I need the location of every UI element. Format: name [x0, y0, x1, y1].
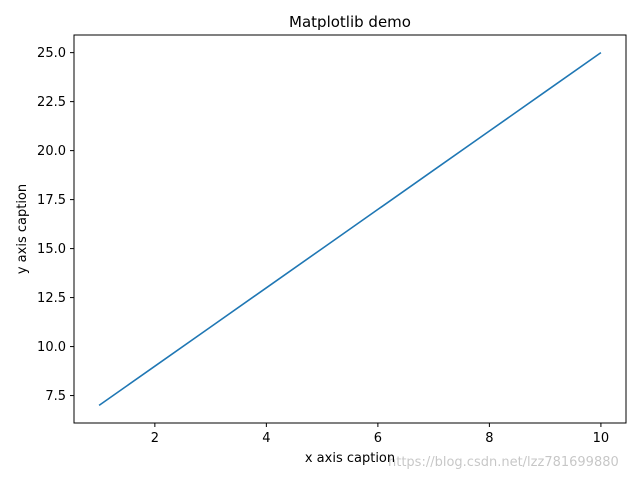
y-tick-label: 25.0 — [37, 46, 66, 61]
plot-area — [73, 34, 627, 424]
x-axis-ticks: 2 4 6 8 10 — [151, 423, 609, 446]
y-tick-label: 12.5 — [37, 291, 66, 306]
series-layer — [98, 51, 602, 407]
y-tick-label: 15.0 — [37, 242, 66, 257]
y-tick-label: 22.5 — [37, 95, 66, 110]
x-tick-label: 2 — [151, 431, 159, 446]
y-tick-label: 7.5 — [45, 389, 66, 404]
y-axis-label: y axis caption — [15, 184, 30, 274]
series-line — [98, 51, 602, 407]
watermark-text: https://blog.csdn.net/lzz781699880 — [388, 455, 619, 470]
y-tick-label: 17.5 — [37, 193, 66, 208]
y-axis-ticks: 7.5 10.0 12.5 15.0 17.5 20.0 22.5 25.0 — [37, 46, 74, 404]
y-tick-label: 20.0 — [37, 144, 66, 159]
y-tick-label: 10.0 — [37, 340, 66, 355]
chart-title: Matplotlib demo — [289, 13, 411, 31]
x-tick-label: 6 — [374, 431, 382, 446]
x-tick-label: 10 — [593, 431, 610, 446]
x-tick-label: 4 — [262, 431, 270, 446]
x-axis-label: x axis caption — [305, 451, 395, 466]
x-tick-label: 8 — [485, 431, 493, 446]
